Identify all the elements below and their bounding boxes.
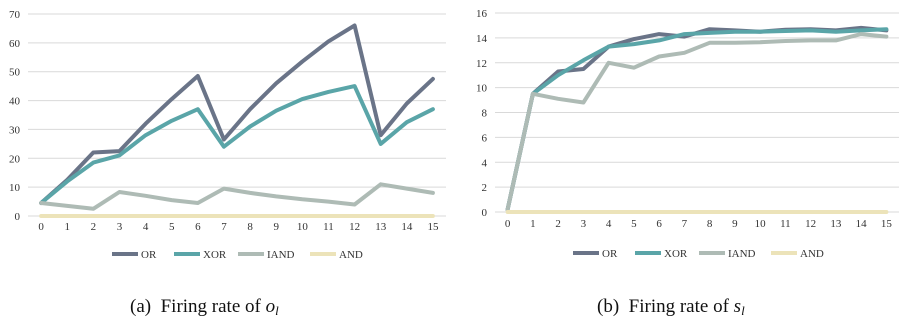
- x-tick-label: 4: [143, 221, 149, 233]
- x-tick-label: 1: [64, 221, 70, 233]
- y-tick-label: 16: [476, 8, 488, 20]
- x-tick-label: 6: [656, 218, 662, 230]
- x-tick-label: 5: [631, 218, 637, 230]
- caption-b-var: s: [733, 296, 742, 317]
- x-tick-label: 1: [530, 218, 536, 230]
- x-tick-label: 2: [91, 221, 97, 233]
- y-tick-label: 4: [482, 157, 488, 169]
- x-tick-label: 10: [297, 221, 309, 233]
- x-tick-label: 6: [195, 221, 201, 233]
- caption-b-sub: l: [741, 303, 745, 318]
- x-tick-label: 4: [606, 218, 612, 230]
- caption-b: (b) Firing rate of sl: [597, 296, 745, 319]
- y-tick-label: 6: [482, 132, 488, 144]
- legend-label-xor: XOR: [664, 248, 688, 260]
- y-tick-label: 0: [482, 207, 488, 219]
- x-tick-label: 5: [169, 221, 175, 233]
- x-tick-label: 9: [732, 218, 738, 230]
- x-tick-label: 13: [830, 218, 842, 230]
- legend-label-xor: XOR: [203, 249, 227, 261]
- legend-label-iand: IAND: [267, 249, 295, 261]
- series-line-xor: [505, 27, 889, 212]
- x-tick-label: 12: [805, 218, 816, 230]
- x-tick-label: 8: [707, 218, 713, 230]
- y-tick-label: 14: [476, 33, 488, 45]
- caption-b-text: Firing rate of: [628, 296, 729, 317]
- caption-a-var: o: [265, 296, 276, 317]
- y-tick-label: 70: [9, 9, 21, 21]
- y-tick-label: 20: [9, 153, 21, 165]
- series-line-xor: [39, 84, 435, 205]
- series-line-iand: [505, 32, 889, 212]
- x-tick-label: 13: [375, 221, 387, 233]
- y-tick-label: 50: [9, 67, 21, 79]
- series-line-or: [505, 25, 889, 212]
- x-tick-label: 10: [755, 218, 767, 230]
- x-tick-label: 3: [581, 218, 587, 230]
- x-tick-label: 3: [117, 221, 123, 233]
- x-tick-label: 14: [401, 221, 413, 233]
- y-tick-label: 10: [476, 83, 488, 95]
- x-tick-label: 15: [427, 221, 439, 233]
- y-tick-label: 2: [482, 182, 488, 194]
- series-line-or: [39, 23, 435, 205]
- y-tick-label: 10: [9, 182, 21, 194]
- legend-label-and: AND: [800, 248, 824, 260]
- x-tick-label: 11: [780, 218, 791, 230]
- caption-a: (a) Firing rate of ol: [130, 296, 279, 319]
- x-tick-label: 9: [273, 221, 279, 233]
- x-tick-label: 11: [323, 221, 334, 233]
- x-tick-label: 8: [247, 221, 253, 233]
- y-tick-label: 0: [15, 211, 21, 223]
- x-tick-label: 0: [38, 221, 44, 233]
- caption-a-sub: l: [275, 303, 279, 318]
- x-tick-label: 14: [856, 218, 868, 230]
- caption-a-text: Firing rate of: [160, 296, 261, 317]
- x-tick-label: 15: [881, 218, 893, 230]
- y-tick-label: 40: [9, 96, 21, 108]
- legend-label-or: OR: [141, 249, 157, 261]
- legend-label-iand: IAND: [728, 248, 756, 260]
- y-tick-label: 60: [9, 38, 21, 50]
- x-tick-label: 7: [682, 218, 688, 230]
- legend-label-or: OR: [602, 248, 618, 260]
- y-tick-label: 12: [476, 58, 487, 70]
- series-line-iand: [39, 182, 435, 211]
- x-tick-label: 12: [349, 221, 360, 233]
- x-tick-label: 7: [221, 221, 227, 233]
- caption-a-label: (a): [130, 296, 152, 317]
- y-tick-label: 30: [9, 124, 21, 136]
- y-tick-label: 8: [482, 108, 488, 120]
- x-tick-label: 2: [555, 218, 561, 230]
- caption-b-label: (b): [597, 296, 620, 317]
- legend-label-and: AND: [339, 249, 363, 261]
- x-tick-label: 0: [505, 218, 511, 230]
